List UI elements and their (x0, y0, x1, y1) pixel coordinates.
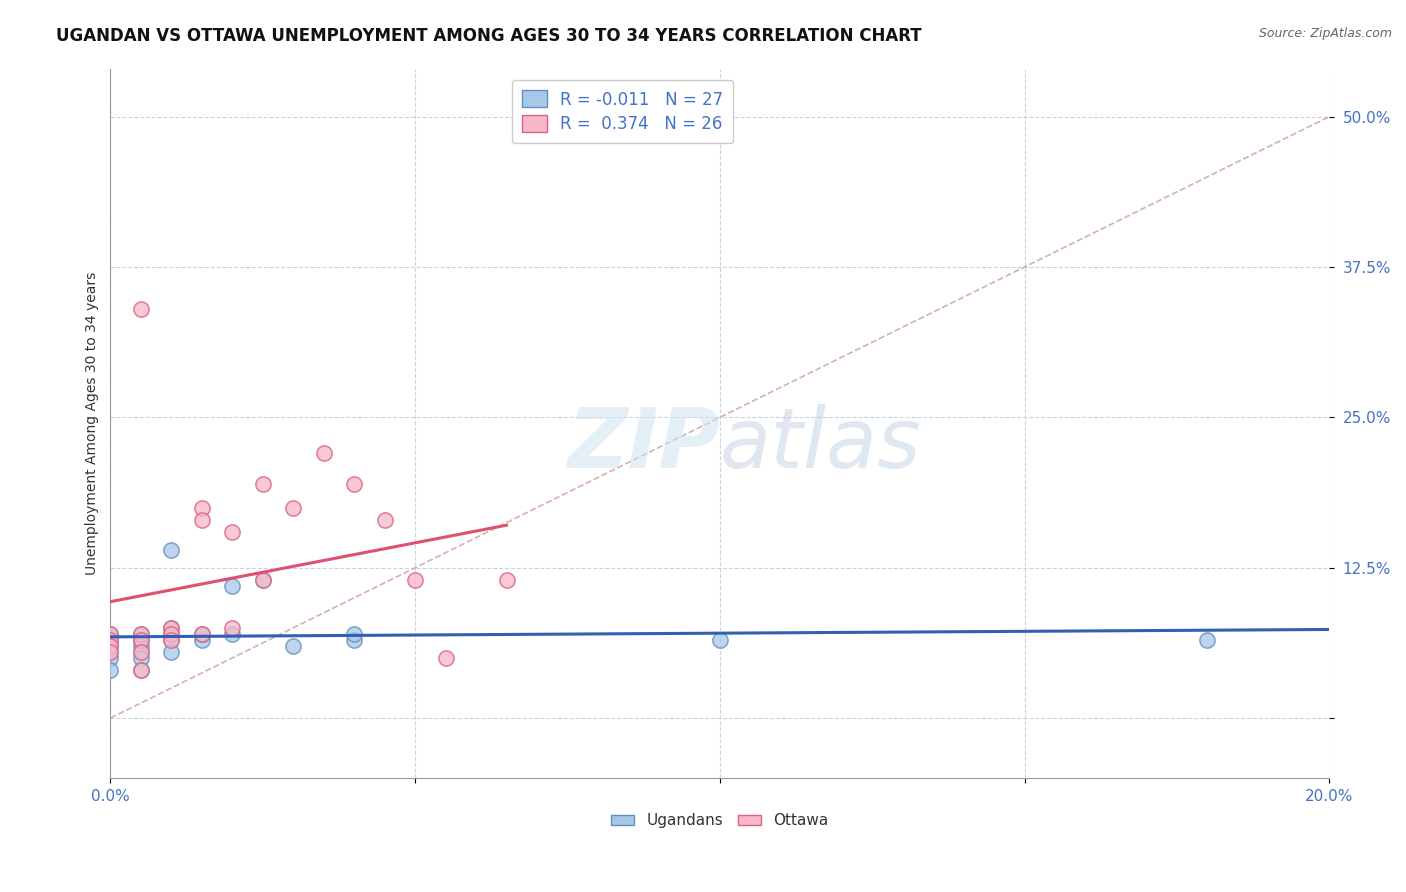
Point (252, 476, 274, 491)
Text: UGANDAN VS OTTAWA UNEMPLOYMENT AMONG AGES 30 TO 34 YEARS CORRELATION CHART: UGANDAN VS OTTAWA UNEMPLOYMENT AMONG AGE… (56, 27, 922, 45)
Point (100, 639, 122, 653)
Y-axis label: Unemployment Among Ages 30 to 34 years: Unemployment Among Ages 30 to 34 years (86, 272, 100, 575)
Point (129, 663, 152, 677)
Point (191, 627, 214, 641)
Point (160, 627, 183, 641)
Point (283, 500, 305, 515)
Point (129, 632, 152, 647)
Point (129, 663, 152, 677)
Point (100, 645, 122, 659)
Point (100, 627, 122, 641)
Point (129, 302, 152, 317)
Point (343, 476, 366, 491)
Text: Source: ZipAtlas.com: Source: ZipAtlas.com (1258, 27, 1392, 40)
Point (129, 632, 152, 647)
Point (129, 639, 152, 653)
Text: atlas: atlas (720, 404, 921, 485)
Point (100, 645, 122, 659)
Point (100, 627, 122, 641)
Point (191, 513, 214, 527)
Point (129, 627, 152, 641)
Point (221, 579, 243, 593)
Point (191, 500, 214, 515)
Point (374, 513, 396, 527)
Point (160, 621, 183, 635)
Point (252, 573, 274, 587)
Point (495, 573, 517, 587)
Text: ZIP: ZIP (567, 404, 720, 485)
Point (221, 524, 243, 539)
Point (221, 627, 243, 641)
Point (100, 663, 122, 677)
Point (221, 621, 243, 635)
Point (160, 627, 183, 641)
Point (129, 651, 152, 665)
Point (129, 645, 152, 659)
Point (129, 627, 152, 641)
Point (160, 542, 183, 557)
Point (709, 632, 731, 647)
Point (312, 446, 335, 460)
Point (1197, 632, 1219, 647)
Point (160, 645, 183, 659)
Point (343, 627, 366, 641)
Point (160, 621, 183, 635)
Point (160, 632, 183, 647)
Point (129, 645, 152, 659)
Point (160, 632, 183, 647)
Point (191, 632, 214, 647)
Point (343, 632, 366, 647)
Point (404, 573, 426, 587)
Point (100, 632, 122, 647)
Point (434, 651, 457, 665)
Legend: Ugandans, Ottawa: Ugandans, Ottawa (605, 807, 835, 834)
Point (191, 627, 214, 641)
Point (283, 639, 305, 653)
Point (100, 632, 122, 647)
Point (252, 573, 274, 587)
Point (100, 651, 122, 665)
Point (100, 639, 122, 653)
